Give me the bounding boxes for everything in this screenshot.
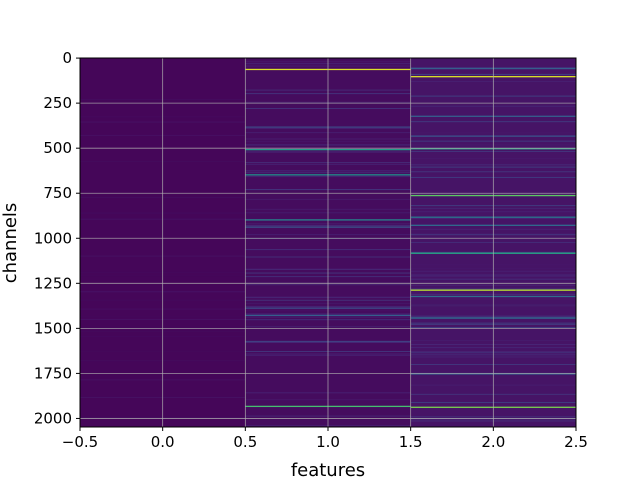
axes: −0.5 0.0 0.5 1.0 1.5 2.0 2.5 0 250 500 750 1000 1250… xyxy=(34,49,588,451)
y-axis-label: channels xyxy=(0,203,21,284)
y-tick-label: 750 xyxy=(43,184,72,202)
x-tick-label: 0.0 xyxy=(151,433,175,451)
y-tick-label: 250 xyxy=(43,94,72,112)
y-tick-label: 500 xyxy=(43,139,72,157)
x-tick-label: −0.5 xyxy=(62,433,98,451)
x-tick-label: 1.5 xyxy=(399,433,423,451)
x-tick-label: 2.5 xyxy=(564,433,588,451)
y-tick-label: 1000 xyxy=(34,229,72,247)
x-tick-label: 0.5 xyxy=(233,433,257,451)
plot-area xyxy=(79,57,577,427)
x-axis-label: features xyxy=(291,460,365,480)
y-tick-label: 2000 xyxy=(34,409,72,427)
y-tick-label: 1250 xyxy=(34,274,72,292)
y-tick-label: 1500 xyxy=(34,319,72,337)
y-tick-label: 1750 xyxy=(34,364,72,382)
y-tick-label: 0 xyxy=(62,49,72,67)
x-tick-label: 1.0 xyxy=(316,433,340,451)
x-tick-label: 2.0 xyxy=(481,433,505,451)
